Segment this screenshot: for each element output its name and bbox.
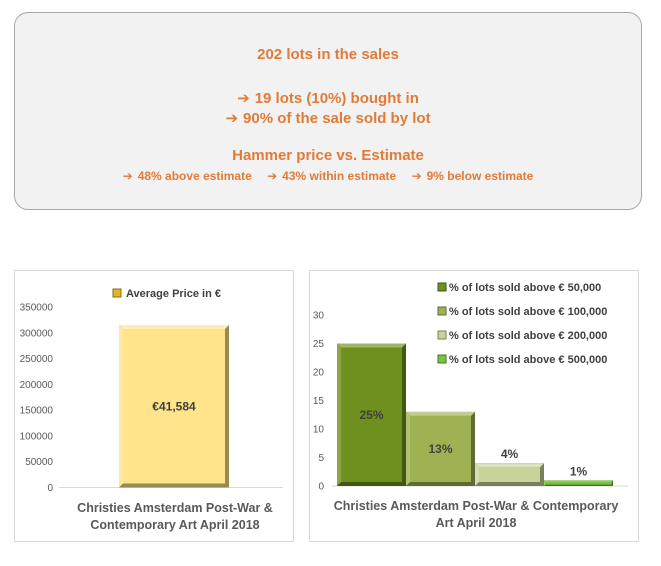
- legend-label-series-3: % of lots sold above € 200,000: [449, 330, 607, 342]
- legend-swatch-series-1: [437, 282, 447, 292]
- legend-label-average-price: Average Price in €: [126, 288, 221, 300]
- average-price-chart-svg: 0 50000 100000 150000 200000 250000 300000 3500…: [20, 288, 283, 532]
- bar-series-3-face: [479, 467, 540, 482]
- bought-in-text: ➔ 19 lots (10%) bought in: [15, 89, 641, 107]
- bar-series-1: [337, 343, 406, 486]
- legend-label-series-4: % of lots sold above € 500,000: [449, 354, 607, 366]
- data-label-average-price: €41,584: [152, 399, 196, 413]
- bar-series-1-bevel-top: [337, 343, 406, 348]
- data-label-series-1: 25%: [359, 408, 383, 422]
- bar-series-2-face: [410, 415, 471, 482]
- legend-swatch-series-3: [437, 330, 447, 340]
- arrow-right-icon: ➔: [267, 169, 278, 183]
- estimate-below: ➔ 9% below estimate: [412, 169, 534, 183]
- y-tick-label: 20: [313, 368, 325, 379]
- arrow-right-icon: ➔: [411, 169, 422, 183]
- y-tick-label: 15: [313, 396, 325, 407]
- bar-series-2-bevel-left: [406, 411, 410, 486]
- lots-sold-chart: 0 5 10 15 20 25 30 25% % of lots sold above € 50…: [309, 270, 639, 542]
- y-tick-label: 300000: [20, 328, 54, 339]
- bar-series-4-face: [545, 481, 612, 485]
- estimate-below-label: 9% below estimate: [426, 169, 534, 183]
- bar-series-2-bevel-top: [406, 411, 475, 416]
- data-label-series-4: 1%: [570, 464, 588, 478]
- arrow-right-icon: ➔: [122, 169, 133, 183]
- arrow-right-icon: ➔: [225, 110, 239, 127]
- estimate-above: ➔ 48% above estimate: [123, 169, 252, 183]
- y-tick-label: 25: [313, 339, 325, 350]
- lots-sold-chart-svg: 0 5 10 15 20 25 30 25% % of lots sold above € 50…: [313, 282, 628, 530]
- y-tick-label: 350000: [20, 303, 54, 314]
- bar-series-3-bevel-top: [475, 463, 544, 468]
- y-tick-label: 30: [313, 311, 325, 322]
- y-tick-label: 10: [313, 425, 325, 436]
- y-tick-label: 50000: [25, 457, 53, 468]
- x-category-label: Christies Amsterdam Post-War &: [77, 501, 273, 515]
- bar-average-price: [119, 325, 229, 488]
- y-tick-label: 150000: [20, 406, 54, 417]
- x-category-label: Christies Amsterdam Post-War & Contempor…: [334, 499, 619, 513]
- summary-box: 202 lots in the sales ➔ 19 lots (10%) bou…: [14, 12, 642, 210]
- x-category-label: Art April 2018: [436, 516, 517, 530]
- y-tick-label: 0: [318, 482, 324, 493]
- y-tick-label: 200000: [20, 380, 54, 391]
- average-price-chart: 0 50000 100000 150000 200000 250000 300000 3500…: [14, 270, 294, 542]
- legend-label-series-2: % of lots sold above € 100,000: [449, 306, 607, 318]
- x-category-label: Contemporary Art April 2018: [90, 518, 259, 532]
- y-tick-label: 250000: [20, 354, 54, 365]
- bar-average-price-face: [123, 329, 225, 484]
- data-label-series-2: 13%: [428, 442, 452, 456]
- y-tick-label: 5: [318, 453, 324, 464]
- sold-by-lot-label: 90% of the sale sold by lot: [243, 110, 431, 127]
- y-tick-label: 100000: [20, 431, 54, 442]
- bar-series-4: [544, 480, 613, 486]
- estimate-within: ➔ 43% within estimate: [267, 169, 396, 183]
- bar-series-3-bevel-left: [475, 463, 479, 486]
- bar-series-1-face: [341, 347, 402, 482]
- sold-by-lot-text: ➔ 90% of the sale sold by lot: [15, 109, 641, 127]
- legend-swatch-series-2: [437, 306, 447, 316]
- arrow-right-icon: ➔: [237, 90, 250, 107]
- legend-swatch-average-price: [112, 288, 122, 298]
- legend-swatch-series-4: [437, 354, 447, 364]
- bar-series-4-bevel-top: [544, 480, 613, 482]
- bar-average-price-bevel-left: [119, 325, 123, 488]
- bar-average-price-bevel-top: [119, 325, 229, 330]
- hammer-heading: Hammer price vs. Estimate: [232, 147, 424, 164]
- legend-label-series-1: % of lots sold above € 50,000: [449, 282, 601, 294]
- estimate-breakdown: ➔ 48% above estimate ➔ 43% within estimate…: [15, 169, 641, 183]
- estimate-above-label: 48% above estimate: [137, 169, 252, 183]
- bought-in-label: 19 lots (10%) bought in: [254, 90, 419, 107]
- bar-series-2: [406, 411, 475, 486]
- estimate-within-label: 43% within estimate: [282, 169, 397, 183]
- bar-series-3: [475, 463, 544, 486]
- data-label-series-3: 4%: [501, 447, 519, 461]
- bar-series-4-bevel-left: [544, 480, 546, 486]
- y-tick-label: 0: [47, 483, 53, 494]
- bar-series-1-bevel-left: [337, 343, 341, 486]
- total-lots-text: 202 lots in the sales: [257, 46, 399, 63]
